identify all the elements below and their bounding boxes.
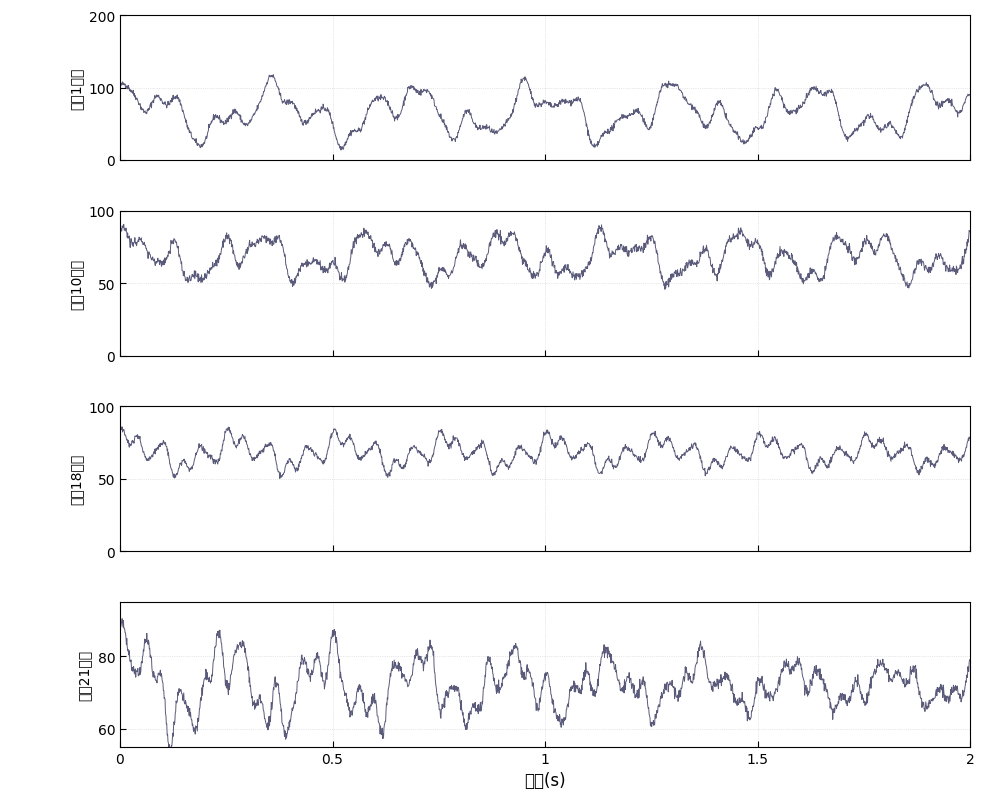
Y-axis label: 测点18位移: 测点18位移 [69, 454, 83, 505]
Y-axis label: 测点10位移: 测点10位移 [69, 259, 83, 309]
Y-axis label: 测点1位移: 测点1位移 [69, 67, 83, 109]
Y-axis label: 测点21位移: 测点21位移 [78, 649, 92, 700]
X-axis label: 时间(s): 时间(s) [524, 771, 566, 789]
